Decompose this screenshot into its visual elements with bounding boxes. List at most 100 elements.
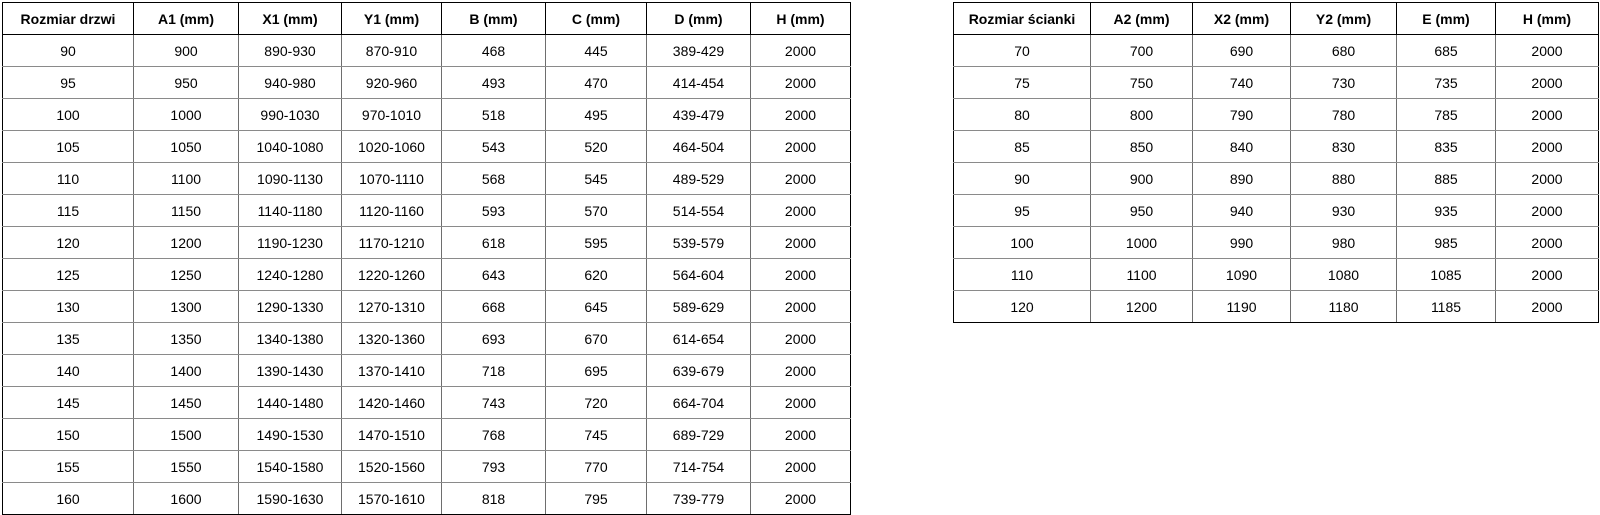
table-row: 130 1300 1290-1330 1270-1310 668 645 589-629 20… [2, 290, 851, 323]
table-row: 160 1600 1590-1630 1570-1610 818 795 739-779 20… [2, 482, 851, 515]
table-cell: 935 [1396, 194, 1496, 227]
table-cell: 2000 [750, 34, 851, 67]
table-cell: 2000 [750, 66, 851, 99]
table-cell: 1370-1410 [341, 354, 442, 387]
table-cell: 518 [441, 98, 546, 131]
table-row: 75 750 740 730 735 2000 [953, 66, 1599, 99]
table-cell: 130 [2, 290, 134, 323]
table-cell: 1390-1430 [238, 354, 342, 387]
table-header-row: Rozmiar ścianki A2 (mm) X2 (mm) Y2 (mm) E (m… [953, 2, 1599, 35]
wall-size-table: Rozmiar ścianki A2 (mm) X2 (mm) Y2 (mm) E (m… [953, 2, 1599, 323]
table-cell: 690 [1192, 34, 1291, 67]
table-cell: 2000 [1495, 66, 1599, 99]
table-cell: 785 [1396, 98, 1496, 131]
table-cell: 1120-1160 [341, 194, 442, 227]
table-row: 100 1000 990 980 985 2000 [953, 226, 1599, 259]
table-cell: 90 [2, 34, 134, 67]
table-cell: 695 [545, 354, 647, 387]
table-cell: 570 [545, 194, 647, 227]
table-cell: 664-704 [646, 386, 751, 419]
table-cell: 2000 [750, 290, 851, 323]
table-cell: 645 [545, 290, 647, 323]
table-cell: 1020-1060 [341, 130, 442, 163]
table-cell: 1440-1480 [238, 386, 342, 419]
table-cell: 770 [545, 450, 647, 483]
door-size-table: Rozmiar drzwi A1 (mm) X1 (mm) Y1 (mm) B (mm)… [2, 2, 851, 515]
table-row: 150 1500 1490-1530 1470-1510 768 745 689-729 20… [2, 418, 851, 451]
table-cell: 1070-1110 [341, 162, 442, 195]
table-cell: 445 [545, 34, 647, 67]
table-cell: 1320-1360 [341, 322, 442, 355]
table-cell: 780 [1290, 98, 1397, 131]
table-cell: 1540-1580 [238, 450, 342, 483]
table-cell: 745 [545, 418, 647, 451]
table-cell: 468 [441, 34, 546, 67]
table-cell: 800 [1090, 98, 1193, 131]
table-cell: 818 [441, 482, 546, 515]
table-cell: 885 [1396, 162, 1496, 195]
table-cell: 830 [1290, 130, 1397, 163]
table-cell: 145 [2, 386, 134, 419]
table-cell: 110 [953, 258, 1091, 291]
table-cell: 2000 [750, 386, 851, 419]
table-cell: 743 [441, 386, 546, 419]
table-cell: 1190-1230 [238, 226, 342, 259]
column-header: A2 (mm) [1090, 2, 1193, 35]
table-cell: 735 [1396, 66, 1496, 99]
column-header: C (mm) [545, 2, 647, 35]
table-row: 135 1350 1340-1380 1320-1360 693 670 614-654 20… [2, 322, 851, 355]
table-cell: 489-529 [646, 162, 751, 195]
table-cell: 2000 [750, 354, 851, 387]
table-cell: 1180 [1290, 290, 1397, 323]
table-cell: 1000 [1090, 226, 1193, 259]
table-cell: 389-429 [646, 34, 751, 67]
table-cell: 140 [2, 354, 134, 387]
table-cell: 564-604 [646, 258, 751, 291]
table-row: 80 800 790 780 785 2000 [953, 98, 1599, 131]
column-header: Rozmiar ścianki [953, 2, 1091, 35]
table-cell: 730 [1290, 66, 1397, 99]
table-cell: 1100 [133, 162, 239, 195]
table-cell: 1250 [133, 258, 239, 291]
table-cell: 1000 [133, 98, 239, 131]
table-cell: 1150 [133, 194, 239, 227]
table-cell: 95 [2, 66, 134, 99]
table-cell: 155 [2, 450, 134, 483]
table-cell: 1470-1510 [341, 418, 442, 451]
table-cell: 1500 [133, 418, 239, 451]
column-header: E (mm) [1396, 2, 1496, 35]
table-row: 95 950 940 930 935 2000 [953, 194, 1599, 227]
table-cell: 1240-1280 [238, 258, 342, 291]
table-cell: 1520-1560 [341, 450, 442, 483]
table-cell: 514-554 [646, 194, 751, 227]
table-cell: 680 [1290, 34, 1397, 67]
table-cell: 970-1010 [341, 98, 442, 131]
table-row: 110 1100 1090 1080 1085 2000 [953, 258, 1599, 291]
table-header-row: Rozmiar drzwi A1 (mm) X1 (mm) Y1 (mm) B (mm)… [2, 2, 851, 35]
table-cell: 639-679 [646, 354, 751, 387]
table-cell: 793 [441, 450, 546, 483]
table-cell: 2000 [750, 418, 851, 451]
table-cell: 870-910 [341, 34, 442, 67]
table-cell: 520 [545, 130, 647, 163]
table-cell: 1290-1330 [238, 290, 342, 323]
table-cell: 1085 [1396, 258, 1496, 291]
column-header: Y2 (mm) [1290, 2, 1397, 35]
table-cell: 768 [441, 418, 546, 451]
table-cell: 2000 [1495, 290, 1599, 323]
table-cell: 150 [2, 418, 134, 451]
table-cell: 1140-1180 [238, 194, 342, 227]
column-header: Rozmiar drzwi [2, 2, 134, 35]
table-cell: 740 [1192, 66, 1291, 99]
table-row: 105 1050 1040-1080 1020-1060 543 520 464-504 20… [2, 130, 851, 163]
table-row: 145 1450 1440-1480 1420-1460 743 720 664-704 20… [2, 386, 851, 419]
table-cell: 1270-1310 [341, 290, 442, 323]
table-row: 110 1100 1090-1130 1070-1110 568 545 489-529 20… [2, 162, 851, 195]
table-cell: 100 [2, 98, 134, 131]
table-cell: 1490-1530 [238, 418, 342, 451]
table-cell: 980 [1290, 226, 1397, 259]
table-cell: 110 [2, 162, 134, 195]
table-row: 90 900 890-930 870-910 468 445 389-429 2000 [2, 34, 851, 67]
table-cell: 2000 [750, 450, 851, 483]
